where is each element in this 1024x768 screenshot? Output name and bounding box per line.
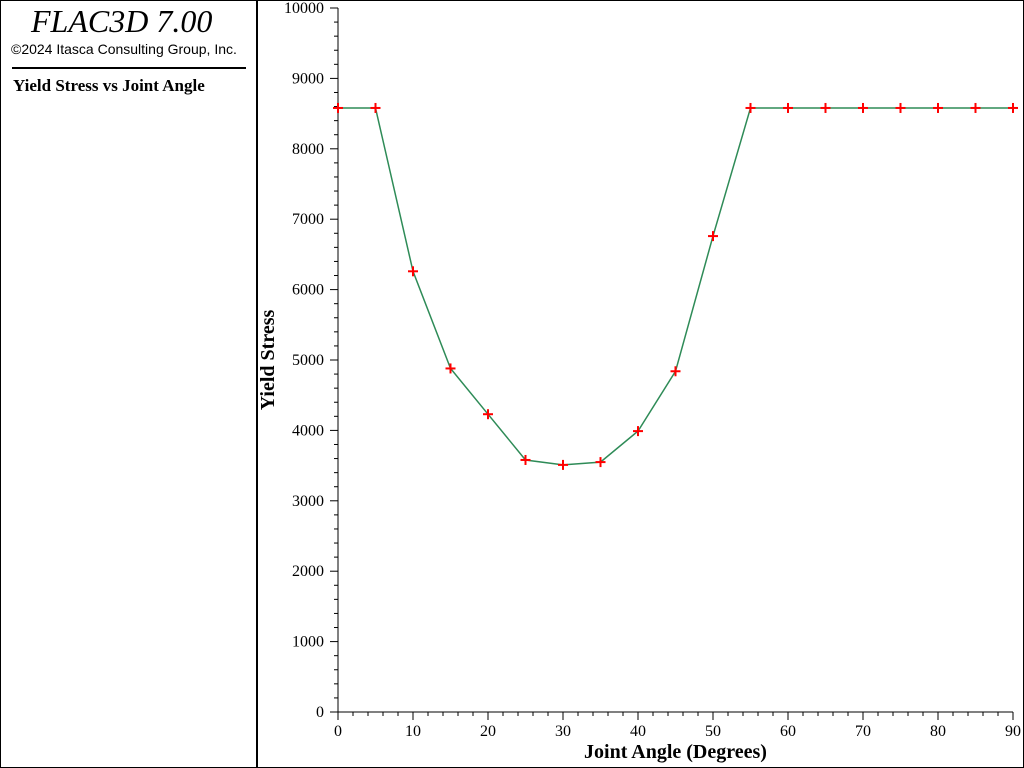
x-axis-label: Joint Angle (Degrees) — [584, 741, 767, 763]
data-point — [595, 457, 606, 468]
data-point — [970, 102, 981, 113]
y-tick-label: 2000 — [292, 563, 324, 580]
chart-axes — [337, 8, 1013, 713]
data-point — [633, 426, 643, 437]
x-tick-label: 20 — [480, 723, 496, 740]
y-tick-label: 8000 — [292, 141, 324, 158]
copyright-text: ©2024 Itasca Consulting Group, Inc. — [11, 41, 237, 57]
x-tick-label: 80 — [930, 723, 946, 740]
data-point — [670, 366, 681, 377]
series-line — [338, 107, 1013, 466]
y-tick-label: 5000 — [292, 352, 324, 369]
y-tick-label: 0 — [316, 704, 324, 721]
x-tick-label: 60 — [780, 723, 796, 740]
x-tick-label: 40 — [630, 723, 646, 740]
data-point — [483, 409, 493, 420]
x-tick-label: 50 — [705, 723, 721, 740]
data-point — [933, 102, 943, 113]
data-point — [783, 102, 793, 113]
y-tick-label: 1000 — [292, 634, 324, 651]
y-tick-label: 6000 — [292, 282, 324, 299]
chart-ticks: 0100020003000400050006000700080009000100… — [284, 0, 1021, 740]
data-point — [895, 102, 906, 113]
data-point — [333, 102, 343, 113]
x-tick-label: 30 — [555, 723, 571, 740]
x-tick-label: 90 — [1005, 723, 1021, 740]
app-title: FLAC3D 7.00 — [31, 3, 213, 39]
data-point — [708, 231, 718, 242]
legend-panel: FLAC3D 7.00 ©2024 Itasca Consulting Grou… — [1, 1, 258, 767]
x-tick-label: 70 — [855, 723, 871, 740]
y-tick-label: 7000 — [292, 211, 324, 228]
data-point — [370, 102, 381, 113]
x-tick-label: 0 — [334, 723, 342, 740]
data-point — [445, 363, 456, 374]
y-tick-label: 4000 — [292, 422, 324, 439]
y-tick-label: 3000 — [292, 493, 324, 510]
chart-series — [333, 102, 1018, 470]
y-tick-label: 10000 — [284, 0, 324, 17]
data-point — [858, 102, 868, 113]
legend-divider — [12, 67, 246, 69]
data-point — [520, 454, 531, 465]
data-point — [558, 459, 568, 470]
plot-title: Yield Stress vs Joint Angle — [13, 76, 205, 95]
y-tick-label: 9000 — [292, 70, 324, 87]
x-tick-label: 10 — [405, 723, 421, 740]
data-point — [408, 266, 418, 277]
data-point — [745, 102, 756, 113]
data-point — [1008, 102, 1018, 113]
data-point — [820, 102, 831, 113]
y-axis-label: Yield Stress — [257, 310, 279, 411]
